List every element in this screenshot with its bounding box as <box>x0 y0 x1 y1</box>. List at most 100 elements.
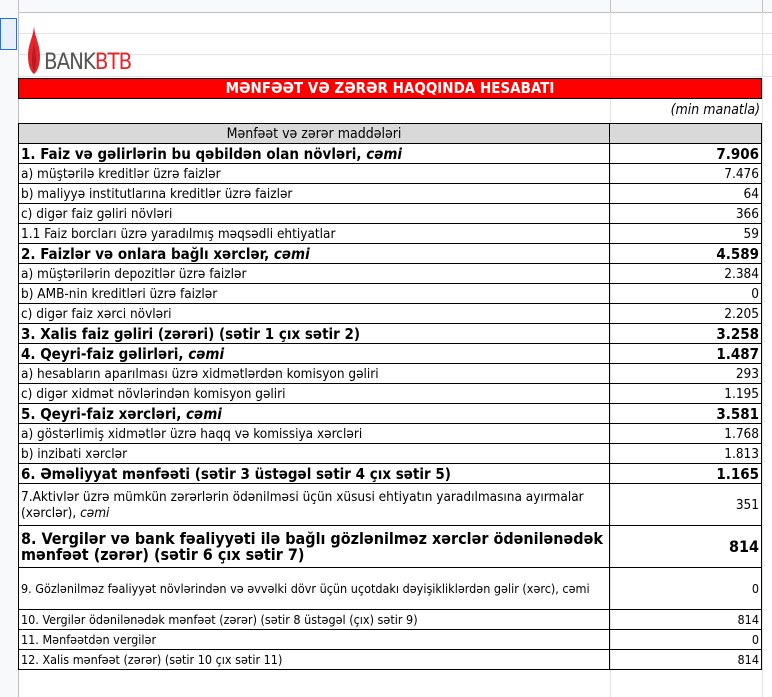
table-row: 1. Faiz və gəlirlərin bu qəbildən olan n… <box>18 143 762 164</box>
row-label-text: b) AMB-nin kreditləri üzrə faizlər <box>21 285 218 302</box>
flame-icon <box>28 26 40 74</box>
row-label[interactable]: 11. Mənfəətdən vergilər <box>18 629 610 650</box>
report-title: MƏNFƏƏT VƏ ZƏRƏR HAQQINDA HESABATI <box>18 78 762 99</box>
row-label[interactable]: b) AMB-nin kreditləri üzrə faizlər <box>18 283 610 304</box>
row-value[interactable]: 814 <box>609 525 762 568</box>
row-value[interactable]: 7.476 <box>609 163 762 184</box>
row-label[interactable]: 5. Qeyri-faiz xərcləri, cəmi <box>18 403 610 424</box>
row-value[interactable]: 366 <box>609 203 762 224</box>
bank-logo: BANKBTB <box>28 26 132 75</box>
row-value[interactable]: 351 <box>609 483 762 526</box>
table-row: 5. Qeyri-faiz xərcləri, cəmi 3.581 <box>18 403 762 424</box>
row-value[interactable]: 7.906 <box>609 143 762 164</box>
row-value[interactable]: 64 <box>609 183 762 204</box>
row-label-text: 1.1 Faiz borcları üzrə yaradılmış məqsəd… <box>21 225 336 242</box>
row-value[interactable]: 2.205 <box>609 303 762 324</box>
row-value[interactable]: 814 <box>609 609 762 630</box>
table-row: 11. Mənfəətdən vergilər 0 <box>18 629 762 650</box>
table-row: c) digər xidmət növlərindən komisyon gəl… <box>18 383 762 404</box>
table-row: b) maliyyə institutlarına kreditlər üzrə… <box>18 183 762 204</box>
row-label-suffix: cəmi <box>366 144 403 163</box>
row-label[interactable]: a) müştərilə kreditlər üzrə faizlər <box>18 163 610 184</box>
row-value[interactable]: 1.165 <box>609 463 762 484</box>
table-row: 1.1 Faiz borcları üzrə yaradılmış məqsəd… <box>18 223 762 244</box>
row-label-text: c) digər xidmət növlərindən komisyon gəl… <box>21 385 286 402</box>
row-label[interactable]: 2. Faizlər və onlara bağlı xərclər, cəmi <box>18 243 610 264</box>
row-label-text: 1. Faiz və gəlirlərin bu qəbildən olan n… <box>21 144 367 163</box>
grid-line <box>0 33 772 34</box>
row-label[interactable]: 12. Xalis mənfəət (zərər) (sətir 10 çıx … <box>18 649 610 670</box>
income-statement-table: Mənfəət və zərər maddələri 1. Faiz və gə… <box>18 123 762 670</box>
table-row: 12. Xalis mənfəət (zərər) (sətir 10 çıx … <box>18 649 762 670</box>
logo-text-btb: BTB <box>94 50 132 75</box>
table-row: 10. Vergilər ödənilənədək mənfəət (zərər… <box>18 609 762 630</box>
row-label-text: 3. Xalis faiz gəliri (zərəri) (sətir 1 ç… <box>21 324 361 343</box>
row-value[interactable]: 0 <box>609 629 762 650</box>
row-label[interactable]: 4. Qeyri-faiz gəlirləri, cəmi <box>18 343 610 364</box>
table-row: a) göstərlimiş xidmətlər üzrə haqq və ko… <box>18 423 762 444</box>
row-label-text: 11. Mənfəətdən vergilər <box>21 631 157 647</box>
row-label[interactable]: a) hesabların aparılması üzrə xidmətlərd… <box>18 363 610 384</box>
row-value[interactable]: 0 <box>609 283 762 304</box>
row-label[interactable]: b) inzibati xərclər <box>18 443 610 464</box>
row-value[interactable]: 4.589 <box>609 243 762 264</box>
column-divider[interactable] <box>762 0 763 12</box>
selected-cell[interactable] <box>0 18 17 50</box>
row-value[interactable]: 814 <box>609 649 762 670</box>
row-label-text: a) göstərlimiş xidmətlər üzrə haqq və ko… <box>21 425 363 442</box>
row-label[interactable]: a) göstərlimiş xidmətlər üzrə haqq və ko… <box>18 423 610 444</box>
column-divider[interactable] <box>18 0 19 12</box>
row-label-suffix: cəmi <box>186 404 222 423</box>
row-header-bar <box>0 12 19 697</box>
row-label[interactable]: 8. Vergilər və bank fəaliyyəti ilə bağlı… <box>18 525 610 568</box>
table-row: 9. Gözlənilməz fəaliyyət növlərindən və … <box>18 567 762 610</box>
row-label-text: a) müştərilərin depozitlər üzrə faizlər <box>21 265 247 282</box>
row-label[interactable]: b) maliyyə institutlarına kreditlər üzrə… <box>18 183 610 204</box>
row-label-text: 5. Qeyri-faiz xərcləri, <box>21 404 187 423</box>
table-row: b) AMB-nin kreditləri üzrə faizlər 0 <box>18 283 762 304</box>
grid-line <box>0 76 772 77</box>
table-row: b) inzibati xərclər 1.813 <box>18 443 762 464</box>
row-value[interactable]: 293 <box>609 363 762 384</box>
row-label-text: 8. Vergilər və bank fəaliyyəti ilə bağlı… <box>21 528 603 564</box>
row-label[interactable]: 3. Xalis faiz gəliri (zərəri) (sətir 1 ç… <box>18 323 610 344</box>
row-label[interactable]: 6. Əməliyyat mənfəəti (sətir 3 üstəgəl s… <box>18 463 610 484</box>
row-label[interactable]: 1.1 Faiz borcları üzrə yaradılmış məqsəd… <box>18 223 610 244</box>
row-label-suffix: cəmi <box>80 504 110 521</box>
logo-text-bank: BANK <box>44 50 96 75</box>
row-label-suffix: cəmi <box>188 344 225 363</box>
row-label[interactable]: c) digər faiz gəliri növləri <box>18 203 610 224</box>
row-value[interactable]: 1.487 <box>609 343 762 364</box>
table-row: a) müştərilərin depozitlər üzrə faizlər 2… <box>18 263 762 284</box>
row-value[interactable]: 2.384 <box>609 263 762 284</box>
table-header-row: Mənfəət və zərər maddələri <box>18 123 762 144</box>
column-header-bar <box>0 0 772 13</box>
row-label-text: 10. Vergilər ödənilənədək mənfəət (zərər… <box>21 611 418 627</box>
table-row: 3. Xalis faiz gəliri (zərəri) (sətir 1 ç… <box>18 323 762 344</box>
row-value[interactable]: 1.195 <box>609 383 762 404</box>
row-label-text: 7.Aktivlər üzrə mümkün zərərlərin ödənil… <box>21 488 584 521</box>
column-divider[interactable] <box>610 0 611 12</box>
table-row: a) hesabların aparılması üzrə xidmətlərd… <box>18 363 762 384</box>
grid-line <box>0 54 772 55</box>
row-value[interactable]: 3.581 <box>609 403 762 424</box>
row-label[interactable]: a) müştərilərin depozitlər üzrə faizlər <box>18 263 610 284</box>
row-value[interactable]: 59 <box>609 223 762 244</box>
row-label[interactable]: 10. Vergilər ödənilənədək mənfəət (zərər… <box>18 609 610 630</box>
row-label-text: 2. Faizlər və onlara bağlı xərclər, <box>21 244 274 263</box>
row-value[interactable]: 1.768 <box>609 423 762 444</box>
table-row: c) digər faiz gəliri növləri 366 <box>18 203 762 224</box>
table-row: a) müştərilə kreditlər üzrə faizlər 7.476 <box>18 163 762 184</box>
row-label[interactable]: 1. Faiz və gəlirlərin bu qəbildən olan n… <box>18 143 610 164</box>
row-label[interactable]: 9. Gözlənilməz fəaliyyət növlərindən və … <box>18 567 610 610</box>
row-value[interactable]: 1.813 <box>609 443 762 464</box>
row-label[interactable]: 7.Aktivlər üzrə mümkün zərərlərin ödənil… <box>18 483 610 526</box>
table-row: 8. Vergilər və bank fəaliyyəti ilə bağlı… <box>18 525 762 568</box>
row-value[interactable]: 0 <box>609 567 762 610</box>
table-row: 6. Əməliyyat mənfəəti (sətir 3 üstəgəl s… <box>18 463 762 484</box>
table-row: 4. Qeyri-faiz gəlirləri, cəmi 1.487 <box>18 343 762 364</box>
header-value <box>609 123 762 144</box>
row-label[interactable]: c) digər faiz xərci növləri <box>18 303 610 324</box>
row-label[interactable]: c) digər xidmət növlərindən komisyon gəl… <box>18 383 610 404</box>
row-value[interactable]: 3.258 <box>609 323 762 344</box>
